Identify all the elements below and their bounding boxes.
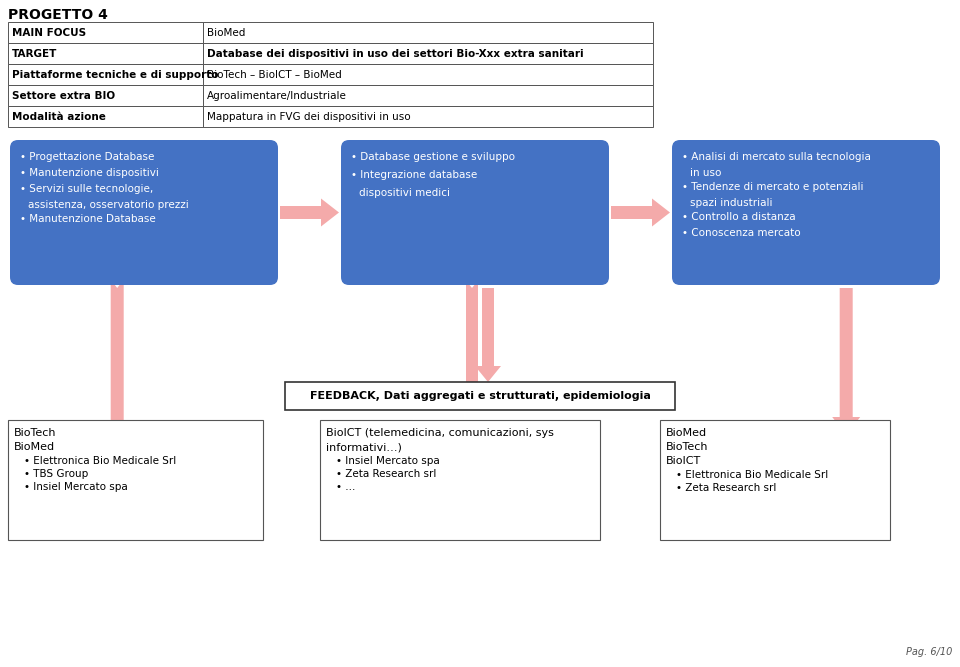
Text: in uso: in uso — [690, 168, 721, 178]
Text: BioICT: BioICT — [666, 456, 701, 466]
FancyBboxPatch shape — [672, 140, 940, 285]
Text: • Tendenze di mercato e potenziali: • Tendenze di mercato e potenziali — [682, 182, 863, 192]
Text: • ...: • ... — [336, 482, 355, 492]
Text: • Elettronica Bio Medicale Srl: • Elettronica Bio Medicale Srl — [24, 456, 177, 466]
Bar — [8, 22, 203, 43]
Polygon shape — [611, 199, 670, 227]
Text: • Manutenzione dispositivi: • Manutenzione dispositivi — [20, 168, 158, 178]
Bar — [660, 420, 890, 540]
Text: BioMed: BioMed — [666, 428, 708, 438]
Bar — [285, 382, 675, 410]
Text: Modalità azione: Modalità azione — [12, 112, 106, 122]
Text: • Zeta Research srl: • Zeta Research srl — [676, 483, 777, 493]
Text: • Insiel Mercato spa: • Insiel Mercato spa — [24, 482, 128, 492]
Bar — [320, 420, 600, 540]
Text: MAIN FOCUS: MAIN FOCUS — [12, 28, 86, 38]
Text: BioICT (telemedicina, comunicazioni, sys: BioICT (telemedicina, comunicazioni, sys — [326, 428, 554, 438]
Text: • Integrazione database: • Integrazione database — [351, 170, 477, 180]
FancyBboxPatch shape — [341, 140, 609, 285]
Bar — [203, 64, 653, 85]
FancyBboxPatch shape — [10, 140, 278, 285]
Text: Agroalimentare/Industriale: Agroalimentare/Industriale — [207, 91, 347, 101]
Bar — [8, 43, 203, 64]
Text: • Manutenzione Database: • Manutenzione Database — [20, 214, 156, 224]
Text: • Servizi sulle tecnologie,: • Servizi sulle tecnologie, — [20, 184, 154, 194]
Text: spazi industriali: spazi industriali — [690, 198, 773, 208]
Polygon shape — [280, 199, 339, 227]
Text: assistenza, osservatorio prezzi: assistenza, osservatorio prezzi — [28, 200, 189, 210]
Text: • Elettronica Bio Medicale Srl: • Elettronica Bio Medicale Srl — [676, 470, 828, 480]
Text: Settore extra BIO: Settore extra BIO — [12, 91, 115, 101]
Text: BioMed: BioMed — [14, 442, 55, 452]
Polygon shape — [475, 288, 501, 382]
Text: FEEDBACK, Dati aggregati e strutturati, epidemiologia: FEEDBACK, Dati aggregati e strutturati, … — [309, 391, 651, 401]
Text: TARGET: TARGET — [12, 49, 58, 59]
Bar — [8, 85, 203, 106]
Text: PROGETTO 4: PROGETTO 4 — [8, 8, 108, 22]
Polygon shape — [832, 288, 860, 435]
Bar — [203, 85, 653, 106]
Bar — [8, 106, 203, 127]
Text: • Controllo a distanza: • Controllo a distanza — [682, 212, 796, 222]
Polygon shape — [104, 270, 132, 435]
Text: dispositivi medici: dispositivi medici — [359, 188, 450, 198]
Text: Pag. 6/10: Pag. 6/10 — [905, 647, 952, 657]
Bar — [8, 420, 263, 540]
Text: • Database gestione e sviluppo: • Database gestione e sviluppo — [351, 152, 515, 162]
Text: • Progettazione Database: • Progettazione Database — [20, 152, 155, 162]
Text: • Analisi di mercato sulla tecnologia: • Analisi di mercato sulla tecnologia — [682, 152, 871, 162]
Text: • Zeta Research srl: • Zeta Research srl — [336, 469, 437, 479]
Text: • TBS Group: • TBS Group — [24, 469, 88, 479]
Polygon shape — [459, 272, 485, 382]
Text: • Conoscenza mercato: • Conoscenza mercato — [682, 228, 801, 238]
Text: BioMed: BioMed — [207, 28, 246, 38]
Bar — [203, 106, 653, 127]
Text: BioTech: BioTech — [666, 442, 708, 452]
Text: Piattaforme tecniche e di supporto: Piattaforme tecniche e di supporto — [12, 70, 219, 80]
Text: informativi…): informativi…) — [326, 442, 402, 452]
Text: Mappatura in FVG dei dispositivi in uso: Mappatura in FVG dei dispositivi in uso — [207, 112, 411, 122]
Bar — [203, 43, 653, 64]
Text: BioTech – BioICT – BioMed: BioTech – BioICT – BioMed — [207, 70, 342, 80]
Text: Database dei dispositivi in uso dei settori Bio-Xxx extra sanitari: Database dei dispositivi in uso dei sett… — [207, 49, 584, 59]
Text: BioTech: BioTech — [14, 428, 57, 438]
Bar — [8, 64, 203, 85]
Text: • Insiel Mercato spa: • Insiel Mercato spa — [336, 456, 440, 466]
Bar — [203, 22, 653, 43]
